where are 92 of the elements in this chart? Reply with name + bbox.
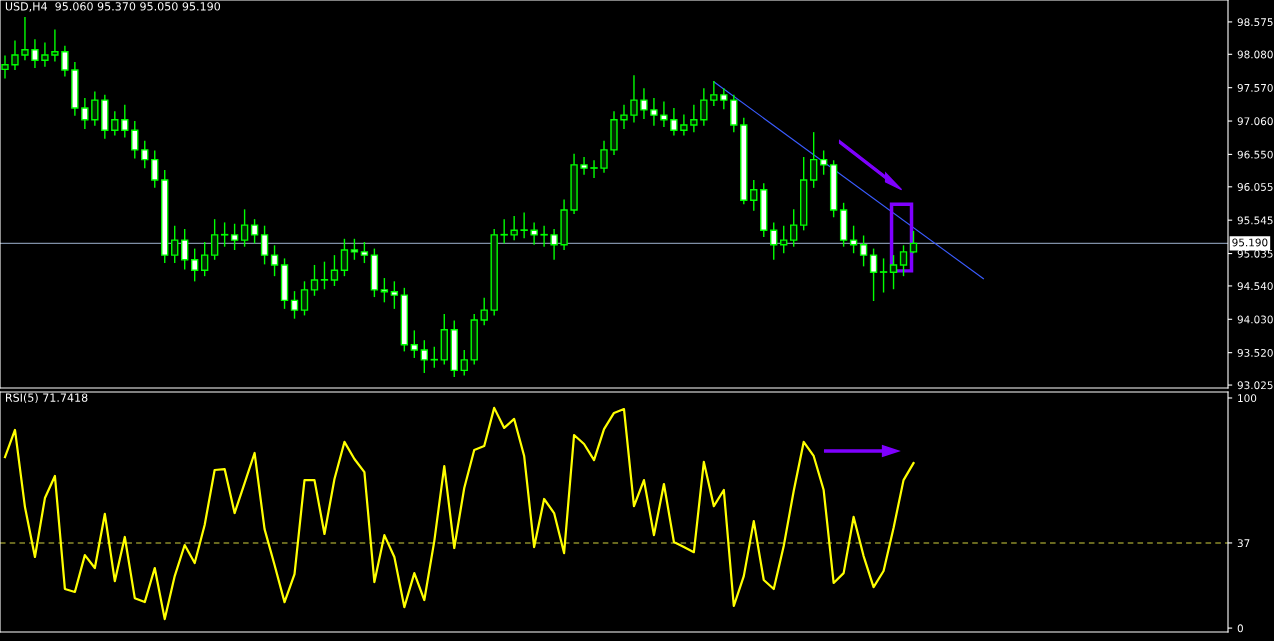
candlestick	[580, 156, 588, 175]
candlestick	[220, 222, 229, 247]
candlestick	[151, 150, 159, 188]
candlestick	[670, 107, 678, 136]
candlestick	[181, 228, 189, 270]
candlestick	[310, 264, 319, 296]
candlestick	[81, 98, 89, 129]
candlestick	[270, 245, 279, 277]
candlestick	[330, 255, 339, 286]
candlestick	[390, 281, 399, 309]
candlestick	[210, 219, 219, 260]
candlestick	[480, 297, 488, 326]
candlestick	[590, 160, 598, 179]
candlestick	[849, 225, 858, 254]
y-tick-label: 98.575	[1237, 18, 1273, 27]
y-tick-label: 94.540	[1237, 282, 1273, 291]
y-tick-label: 95.545	[1237, 216, 1273, 225]
candlestick	[171, 225, 179, 264]
candlestick	[240, 209, 249, 247]
candlestick	[51, 29, 59, 62]
candlestick	[530, 222, 538, 245]
candlestick	[31, 39, 39, 69]
candlestick	[780, 225, 788, 254]
candlestick	[750, 179, 758, 211]
candlestick	[350, 238, 359, 260]
candlestick	[250, 219, 259, 244]
candlestick	[869, 248, 878, 302]
candlestick	[640, 88, 648, 120]
candlestick	[500, 219, 508, 244]
y-tick-label: 97.060	[1237, 117, 1273, 126]
candlestick	[91, 91, 99, 126]
candlestick	[889, 255, 898, 290]
candlestick	[200, 242, 209, 277]
candlestick	[770, 222, 778, 260]
candlestick	[899, 245, 908, 277]
candlestick	[510, 215, 518, 241]
candlestick	[460, 350, 468, 376]
candlestick	[61, 45, 69, 77]
y-tick-label: 93.520	[1237, 348, 1273, 357]
candlestick	[41, 42, 49, 67]
candlestick	[520, 212, 528, 239]
y-tick-label: 98.080	[1237, 50, 1273, 59]
y-tick-label: 100	[1238, 394, 1257, 403]
candlestick	[131, 121, 139, 159]
chart-title: USD,H4 95.060 95.370 95.050 95.190	[5, 2, 221, 12]
candlestick	[700, 88, 708, 126]
candlestick	[320, 261, 329, 290]
candlestick	[111, 111, 119, 136]
candlestick	[21, 16, 29, 61]
candlestick	[690, 104, 698, 133]
candlestick	[879, 258, 888, 293]
candlestick	[909, 230, 918, 254]
candlestick	[141, 140, 149, 169]
candlestick	[190, 248, 199, 282]
candlestick	[650, 98, 658, 126]
candlestick	[290, 291, 299, 319]
y-tick-label: 97.570	[1237, 83, 1273, 92]
candlestick	[260, 225, 269, 265]
candlestick	[660, 101, 668, 127]
candlestick	[710, 81, 718, 107]
candlestick	[819, 150, 828, 175]
candlestick	[230, 223, 239, 250]
y-tick-label: 37	[1237, 539, 1250, 548]
candlestick	[300, 281, 309, 316]
y-tick-label: 95.035	[1237, 249, 1273, 258]
candlestick	[340, 238, 349, 277]
y-tick-label: 96.550	[1237, 150, 1273, 159]
candlestick	[620, 104, 628, 129]
candlestick	[11, 40, 19, 71]
y-tick-label: 96.055	[1237, 183, 1273, 191]
candlestick	[380, 278, 389, 303]
candlestick	[680, 114, 688, 136]
ref-line-label: 95.190	[1232, 238, 1268, 247]
candlestick	[121, 104, 129, 138]
candlestick	[410, 330, 419, 358]
candlestick	[420, 340, 428, 373]
y-tick-label: 94.030	[1237, 315, 1273, 324]
y-tick-label: 93.025	[1237, 381, 1273, 390]
candlestick	[720, 88, 728, 110]
candlestick	[1, 55, 9, 79]
line-series	[3, 406, 915, 621]
candlestick	[809, 132, 818, 188]
candlestick	[430, 346, 438, 368]
candlestick	[550, 228, 558, 260]
candlestick	[790, 209, 798, 247]
candlestick	[600, 140, 608, 173]
candlestick	[540, 225, 548, 247]
chart-title: RSI(5) 71.7418	[6, 393, 88, 404]
candlestick	[859, 235, 868, 267]
candlestick	[630, 75, 638, 123]
y-tick-label: 0	[1237, 624, 1243, 633]
candlestick	[360, 242, 369, 264]
